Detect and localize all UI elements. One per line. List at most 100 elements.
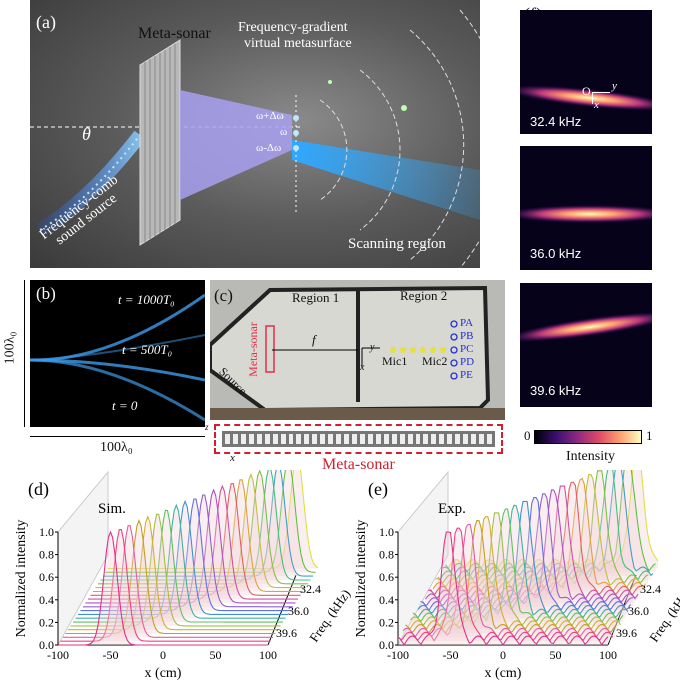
probe-pe: PE (460, 369, 473, 381)
strip-cell (375, 434, 381, 444)
region2-label: Region 2 (400, 288, 448, 303)
x-axis-label: x (cm) (145, 666, 182, 681)
strip-cell (399, 434, 405, 444)
panel-c: (c) Region 1 Region 2 f Meta-sonar Sourc… (208, 280, 505, 420)
series-curve (60, 529, 271, 642)
y-tick-label: 0.6 (39, 570, 54, 584)
curve-fill (103, 470, 313, 577)
f-axis-x: x (594, 99, 599, 111)
probe-pd: PD (460, 356, 475, 368)
curve-fill (73, 510, 283, 623)
curve-fill (75, 505, 286, 619)
series-curve (103, 470, 313, 577)
y-tick-label: 0.8 (379, 548, 394, 562)
freq-tick-label: 32.4 (640, 582, 661, 596)
freq-tick-label: 32.4 (300, 582, 321, 596)
b-x-axis-label: 100λ₀ (100, 440, 133, 455)
strip-cell (479, 434, 484, 444)
panel-a-label: (a) (36, 12, 56, 32)
x-tick-label: -50 (443, 648, 459, 662)
f-axis-arrow-x (592, 92, 593, 104)
frequency-cone (180, 90, 292, 200)
strip-cell (407, 434, 413, 444)
frequency-label: 39.6 kHz (530, 383, 582, 398)
strip-cell (447, 434, 453, 444)
omega-plus-label: ω+Δω (256, 110, 284, 122)
curve-fill (108, 470, 318, 569)
panel-label: (d) (28, 479, 49, 500)
y-axis-label: Normalized intensity (14, 520, 29, 638)
y-axis-label: Normalized intensity (354, 520, 369, 638)
meta-sonar-title: Meta-sonar (138, 25, 211, 42)
scanning-region-label: Scanning region (348, 236, 446, 252)
x-tick-label: -50 (103, 648, 119, 662)
beam-spot (520, 312, 652, 342)
beam-spot (520, 205, 652, 223)
chart-d: 0.0 0.2 0.4 0.6 0.8 1.0 -100 -50 0 50 100 32.4 36.0 3… (14, 470, 353, 681)
beam-spot (520, 85, 652, 111)
intensity-map: 39.6 kHz (520, 283, 652, 407)
series-curve (88, 484, 298, 600)
meta-sonar-marker (265, 325, 275, 373)
curve-fill (78, 501, 288, 615)
y-tick-label: 0.4 (39, 593, 54, 607)
strip-cell (272, 434, 278, 444)
omega-label: ω (280, 126, 288, 138)
series-curve (58, 530, 268, 646)
series-curve (90, 483, 301, 596)
strip-axis-z: z (205, 422, 209, 432)
colorbar-label: Intensity (566, 449, 615, 464)
virtual-metasurface-label-2: virtual metasurface (244, 36, 352, 51)
curve-fill (105, 470, 316, 573)
y-tick-label: 0.0 (39, 638, 54, 652)
chart-e: 0.0 0.2 0.4 0.6 0.8 1.0 -100 -50 0 50 100 32.4 36.0 3… (354, 470, 680, 681)
series-curve (108, 470, 319, 570)
x-tick-label: -100 (387, 648, 409, 662)
strip-cell (320, 434, 326, 444)
panel-a: (a) Meta-sonar Frequency-gradient virtua… (30, 0, 508, 269)
virtual-metasurface-label-1: Frequency-gradient (238, 20, 348, 35)
strip-cell (304, 434, 310, 444)
frequency-label: 32.4 kHz (530, 114, 582, 129)
intensity-map: 36.0 kHz (520, 146, 652, 270)
t1000-label: t = 1000T₀ (118, 292, 175, 307)
x-tick-label: -100 (47, 648, 69, 662)
strip-cell (439, 434, 445, 444)
waterfall-plots: 0.0 0.2 0.4 0.6 0.8 1.0 -100 -50 0 50 100 32.4 36.0 3… (14, 470, 680, 681)
curve-fill (415, 505, 626, 619)
series-curve (400, 527, 611, 643)
strip-cell (328, 434, 334, 444)
curve-fill (420, 497, 631, 611)
strip-cell (312, 434, 318, 444)
x-tick-label: 100 (599, 648, 617, 662)
annotation: Exp. (438, 501, 466, 517)
strip-cell (486, 434, 492, 444)
strip-cell (225, 434, 230, 444)
curve-fill (93, 479, 303, 592)
series-curve (80, 498, 291, 612)
mic1-label: Mic1 (382, 354, 408, 368)
series-curve (420, 497, 631, 612)
meta-sonar-strip (214, 424, 503, 454)
strip-cell (280, 434, 286, 444)
panel-b-label: (b) (36, 284, 56, 303)
f-axis-y: y (612, 80, 617, 92)
y-tick-label: 0.8 (39, 548, 54, 562)
curve-fill (95, 474, 306, 588)
x-tick-label: 0 (500, 648, 506, 662)
strip-cell (423, 434, 429, 444)
series-curve (75, 503, 286, 619)
series-curve (68, 515, 278, 631)
f-axis-arrow-y (592, 92, 610, 93)
strip-cell (256, 434, 262, 444)
beam-propagation-map (29, 293, 206, 422)
b-y-arrow (24, 280, 25, 427)
strip-cell (296, 434, 302, 444)
series-curve (65, 518, 276, 635)
strip-cell (471, 434, 476, 444)
scanned-beam (292, 140, 480, 220)
colorbar-min: 0 (524, 428, 531, 443)
x-tick-label: 50 (210, 648, 222, 662)
strip-cell (367, 434, 373, 444)
strip-cell (383, 434, 389, 444)
